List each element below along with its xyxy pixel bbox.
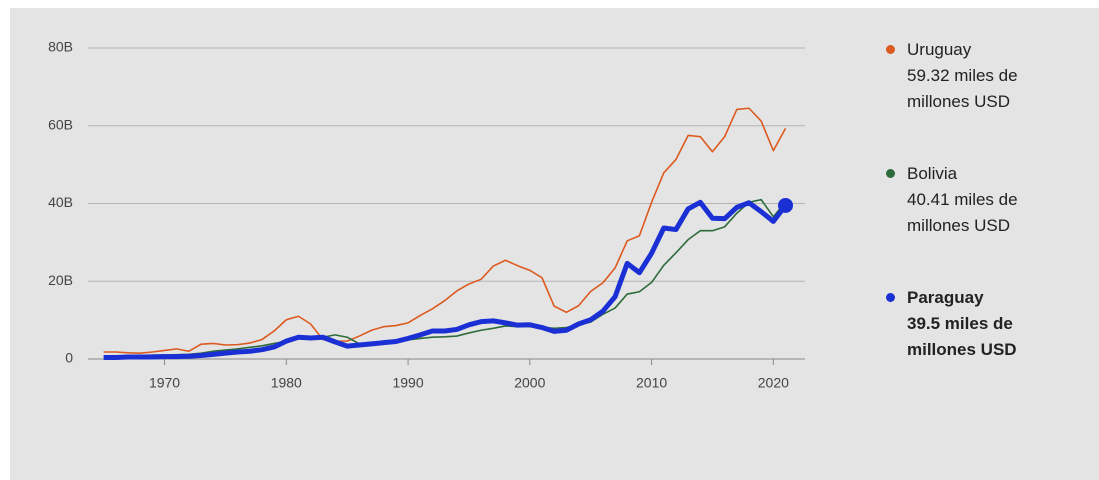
series-line <box>103 199 788 360</box>
y-tick-label: 40B <box>48 194 73 210</box>
legend-value: 39.5 miles de millones USD <box>907 314 1017 359</box>
legend-value: 40.41 miles de millones USD <box>907 190 1018 235</box>
chart-panel <box>10 8 1099 480</box>
legend-marker <box>886 45 895 54</box>
legend-marker <box>886 293 895 302</box>
y-tick-label: 80B <box>48 39 73 55</box>
end-point <box>778 197 794 213</box>
legend-entry[interactable]: Uruguay 59.32 miles de millones USD <box>886 37 1077 115</box>
legend-name: Bolivia <box>907 164 958 183</box>
series-line <box>103 198 787 358</box>
y-tick-label: 20B <box>48 272 73 288</box>
legend-name: Uruguay <box>907 40 972 59</box>
y-tick-label: 60B <box>48 116 73 132</box>
legend-value: 59.32 miles de millones USD <box>907 66 1018 111</box>
x-tick-label: 1970 <box>149 375 180 391</box>
x-tick-label: 2000 <box>514 375 545 391</box>
legend-name: Paraguay <box>907 288 984 307</box>
legend-entry[interactable]: Bolivia 40.41 miles de millones USD <box>886 161 1077 239</box>
series-line <box>103 107 787 354</box>
x-tick-label: 2010 <box>636 375 667 391</box>
x-tick-label: 1980 <box>271 375 302 391</box>
legend-marker <box>886 169 895 178</box>
y-tick-label: 0 <box>65 350 73 366</box>
x-tick-label: 2020 <box>758 375 789 391</box>
legend-entry[interactable]: Paraguay 39.5 miles de millones USD <box>886 285 1077 363</box>
x-tick-label: 1990 <box>392 375 423 391</box>
